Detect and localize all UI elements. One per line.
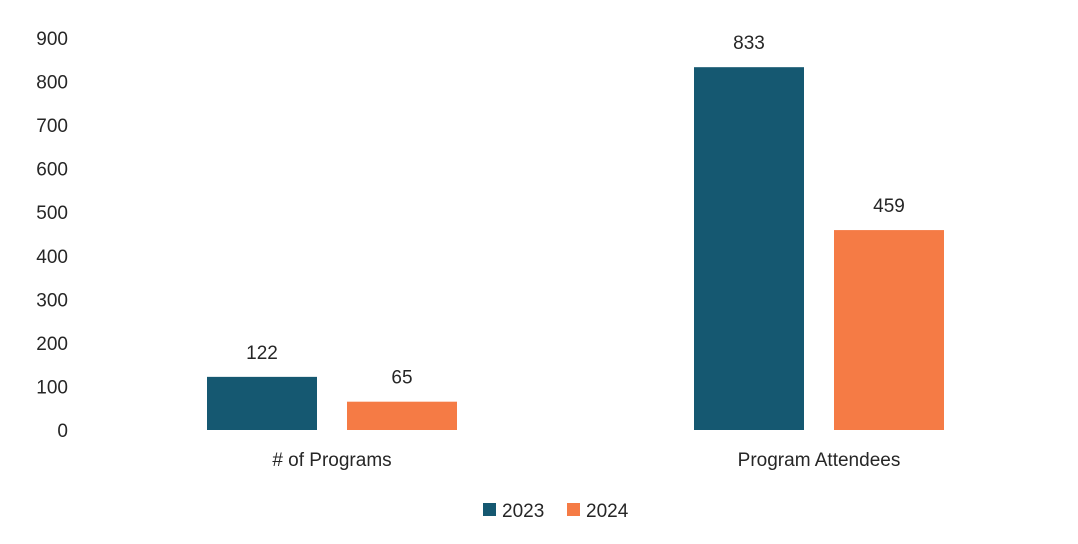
category-label: Program Attendees <box>738 450 901 471</box>
y-tick-label: 200 <box>36 334 68 355</box>
y-axis: 0 100 200 300 400 500 600 700 800 900 <box>36 29 68 442</box>
bar-2023 <box>207 376 317 430</box>
legend-label: 2024 <box>586 501 629 522</box>
x-axis: # of Programs Program Attendees <box>272 450 900 471</box>
bar-2023 <box>694 67 804 430</box>
y-tick-label: 900 <box>36 29 68 50</box>
legend-swatch <box>483 503 496 516</box>
y-tick-label: 700 <box>36 116 68 137</box>
bar-2024 <box>834 230 944 430</box>
data-label: 459 <box>873 196 905 217</box>
legend-swatch <box>567 503 580 516</box>
data-label: 833 <box>733 33 765 54</box>
y-tick-label: 100 <box>36 377 68 398</box>
y-tick-label: 0 <box>57 421 68 442</box>
data-label: 65 <box>391 368 412 389</box>
y-tick-label: 400 <box>36 247 68 268</box>
y-tick-label: 600 <box>36 160 68 181</box>
y-tick-label: 300 <box>36 290 68 311</box>
legend-label: 2023 <box>502 501 544 522</box>
y-tick-label: 800 <box>36 73 68 94</box>
data-label: 122 <box>246 343 278 364</box>
bar-2024 <box>347 401 457 430</box>
category-label: # of Programs <box>272 450 391 471</box>
plot-area: 122 65 833 459 <box>207 33 944 430</box>
legend: 2023 2024 <box>483 501 629 522</box>
y-tick-label: 500 <box>36 203 68 224</box>
